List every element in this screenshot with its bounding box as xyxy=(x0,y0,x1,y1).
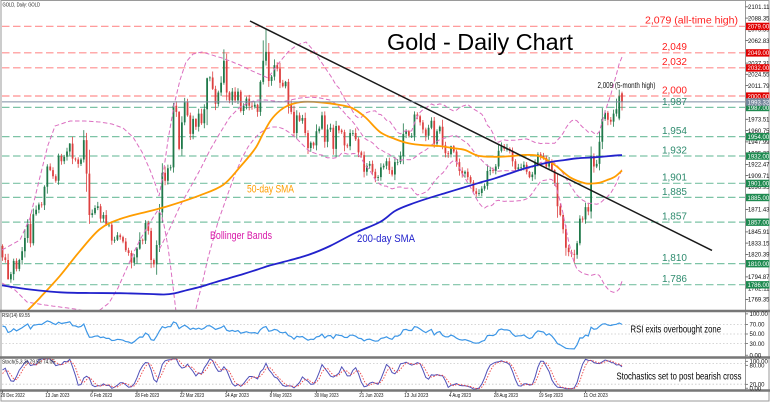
svg-text:Bollinger Bands: Bollinger Bands xyxy=(210,230,272,242)
svg-text:2049.00: 2049.00 xyxy=(748,51,770,57)
svg-text:100.00: 100.00 xyxy=(750,312,769,318)
svg-text:22 Mar 2023: 22 Mar 2023 xyxy=(180,393,204,399)
svg-text:1932.00: 1932.00 xyxy=(748,154,770,160)
svg-text:2024.55: 2024.55 xyxy=(748,72,770,79)
svg-text:0.00: 0.00 xyxy=(750,386,762,392)
svg-text:1782.11: 1782.11 xyxy=(748,285,770,292)
svg-text:1820.39: 1820.39 xyxy=(748,252,770,259)
svg-text:1909.71: 1909.71 xyxy=(748,173,770,180)
svg-text:2079.00: 2079.00 xyxy=(748,25,770,31)
svg-text:2,032: 2,032 xyxy=(662,57,687,68)
svg-text:2,000: 2,000 xyxy=(662,85,687,96)
svg-text:70.00: 70.00 xyxy=(750,323,766,329)
svg-text:1973.51: 1973.51 xyxy=(748,117,770,124)
svg-text:RSI exits overbought zone: RSI exits overbought zone xyxy=(631,324,722,336)
svg-text:200-day SMA: 200-day SMA xyxy=(357,233,416,245)
svg-text:1871.43: 1871.43 xyxy=(748,207,770,214)
svg-text:2000.00: 2000.00 xyxy=(748,94,770,100)
svg-text:1845.91: 1845.91 xyxy=(748,229,770,236)
svg-text:1993.32: 1993.32 xyxy=(748,100,770,106)
svg-text:1,810: 1,810 xyxy=(662,253,687,264)
svg-text:1786.00: 1786.00 xyxy=(748,283,770,289)
svg-text:1960.75: 1960.75 xyxy=(748,128,770,135)
svg-text:21 Jun 2023: 21 Jun 2023 xyxy=(359,393,383,399)
svg-text:30 May 2023: 30 May 2023 xyxy=(314,393,338,399)
svg-text:1,857: 1,857 xyxy=(662,212,687,223)
svg-text:28 Feb 2023: 28 Feb 2023 xyxy=(135,393,159,399)
svg-text:1901.00: 1901.00 xyxy=(748,182,770,188)
svg-text:Gold - Daily Chart: Gold - Daily Chart xyxy=(387,29,573,55)
svg-text:1,954: 1,954 xyxy=(662,126,687,137)
svg-text:11 Oct 2023: 11 Oct 2023 xyxy=(584,393,608,399)
svg-text:20.00: 20.00 xyxy=(750,383,766,389)
svg-text:6 Feb 2023: 6 Feb 2023 xyxy=(90,393,112,399)
svg-text:1896.95: 1896.95 xyxy=(748,184,770,191)
svg-text:RSI(14) 69.55: RSI(14) 69.55 xyxy=(2,313,30,319)
svg-text:13 Jul 2023: 13 Jul 2023 xyxy=(404,393,428,399)
svg-text:4 Aug 2023: 4 Aug 2023 xyxy=(449,393,471,399)
svg-text:2011.79: 2011.79 xyxy=(748,83,770,90)
svg-text:20 Dec 2022: 20 Dec 2022 xyxy=(1,393,25,399)
svg-text:2037.31: 2037.31 xyxy=(748,60,770,67)
svg-text:2032.00: 2032.00 xyxy=(748,66,770,72)
svg-text:28 Aug 2023: 28 Aug 2023 xyxy=(494,393,518,399)
svg-text:50-day SMA: 50-day SMA xyxy=(247,184,295,196)
svg-text:80.00: 80.00 xyxy=(750,364,766,370)
svg-text:13 Jan 2023: 13 Jan 2023 xyxy=(45,393,69,399)
svg-text:1,987: 1,987 xyxy=(662,97,687,108)
svg-text:2,079 (all-time high): 2,079 (all-time high) xyxy=(645,15,738,27)
svg-text:Stoch(5,3,3) 79.58 74.05: Stoch(5,3,3) 79.58 74.05 xyxy=(2,360,55,366)
svg-text:1,885: 1,885 xyxy=(662,187,687,198)
svg-text:2088.35: 2088.35 xyxy=(748,15,770,22)
svg-text:1769.35: 1769.35 xyxy=(748,297,770,304)
svg-text:1954.00: 1954.00 xyxy=(748,135,770,141)
svg-text:100.00: 100.00 xyxy=(750,360,769,366)
svg-text:2062.83: 2062.83 xyxy=(748,38,770,45)
svg-text:GOLD, Daily: GOLD: GOLD, Daily: GOLD xyxy=(3,3,41,9)
svg-text:2101.11: 2101.11 xyxy=(748,4,770,11)
svg-text:1,932: 1,932 xyxy=(662,145,687,156)
svg-text:50.00: 50.00 xyxy=(750,332,766,338)
svg-text:2,049: 2,049 xyxy=(662,42,687,53)
svg-text:1857.00: 1857.00 xyxy=(748,221,770,227)
svg-text:30.00: 30.00 xyxy=(750,342,766,348)
svg-text:1810.00: 1810.00 xyxy=(748,262,770,268)
svg-text:1922.47: 1922.47 xyxy=(748,162,770,169)
svg-text:14 Apr 2023: 14 Apr 2023 xyxy=(225,393,249,399)
svg-text:1947.99: 1947.99 xyxy=(748,139,770,146)
svg-text:1885.00: 1885.00 xyxy=(748,196,770,202)
svg-text:1,786: 1,786 xyxy=(662,274,687,285)
svg-text:1794.87: 1794.87 xyxy=(748,274,770,281)
svg-text:1,901: 1,901 xyxy=(662,173,687,184)
svg-text:19 Sep 2023: 19 Sep 2023 xyxy=(539,393,563,399)
svg-text:Stochastics set to post bearis: Stochastics set to post bearish cross xyxy=(617,371,742,383)
svg-text:1987.00: 1987.00 xyxy=(748,106,770,112)
svg-text:0.00: 0.00 xyxy=(750,353,762,359)
svg-text:1833.15: 1833.15 xyxy=(748,240,770,247)
svg-text:8 May 2023: 8 May 2023 xyxy=(270,393,292,399)
svg-text:2,009 (5-month high): 2,009 (5-month high) xyxy=(598,80,656,90)
